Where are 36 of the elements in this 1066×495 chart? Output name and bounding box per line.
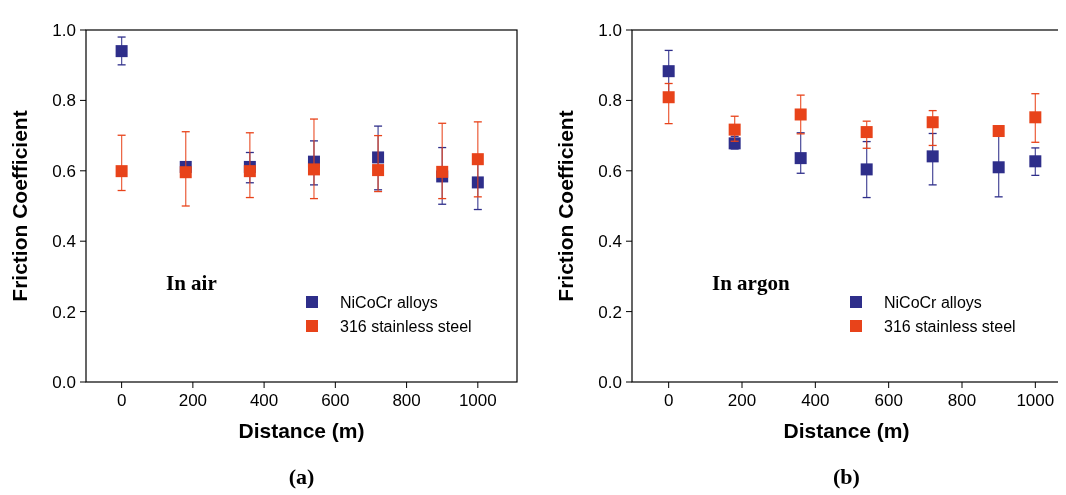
y-tick-label: 1.0 [52,21,76,40]
x-tick-label: 600 [874,391,903,410]
x-tick-label: 200 [727,391,757,410]
x-tick-label: 1000 [458,391,497,410]
legend-label: NiCoCr alloys [340,294,438,311]
x-tick-label: 0 [116,391,127,410]
y-tick-label: 0.8 [52,91,76,111]
x-tick-label: 0 [663,391,674,410]
y-tick-label: 0.0 [598,373,622,392]
y-tick-label: 0.6 [598,161,622,181]
legend-label: 316 stainless steel [340,318,472,335]
legend-label: NiCoCr alloys [884,294,982,311]
y-tick-label: 0.8 [598,91,622,111]
x-tick-label: 800 [947,391,977,410]
y-tick-label: 0.2 [52,302,76,322]
y-tick-label: 0.4 [52,232,76,252]
text: (b) [833,464,860,489]
y-tick-label: 0.2 [598,302,622,322]
text: (a) [288,464,315,489]
x-tick-label: 400 [801,391,830,410]
x-axis-title: Distance (m) [238,419,365,442]
annotation: In argon [712,271,790,295]
x-axis-title: Distance (m) [783,419,910,442]
y-axis-title: Friction Coefficient [554,110,577,302]
x-tick-label: 800 [392,391,421,410]
x-tick-label: 600 [321,391,350,410]
x-tick-label: 200 [178,391,208,410]
annotation: In air [166,271,217,295]
y-tick-label: 0.6 [52,161,76,181]
x-tick-label: 400 [249,391,279,410]
y-tick-label: 0.4 [598,232,622,252]
legend-label: 316 stainless steel [884,318,1016,335]
y-tick-label: 1.0 [598,21,622,40]
x-tick-label: 1000 [1016,391,1055,410]
y-tick-label: 0.0 [52,373,76,392]
y-axis-title: Friction Coefficient [8,110,31,302]
